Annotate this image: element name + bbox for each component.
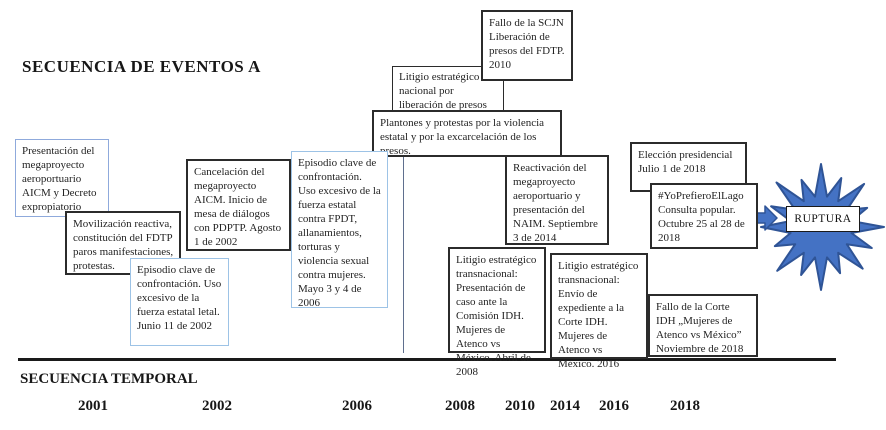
timeline-axis xyxy=(18,358,836,361)
event-box-litigio-corteidh-2016: Litigio estratégico transnacional: Envío… xyxy=(550,253,648,370)
event-box-cancelacion-aicm: Cancelación del megaproyecto AICM. Inici… xyxy=(186,159,291,251)
event-box-presentacion-megaproyecto: Presentación del megaproyecto aeroportua… xyxy=(15,139,109,217)
page-title: SECUENCIA DE EVENTOS A xyxy=(22,57,261,76)
event-box-reactivacion-naim-2014: Reactivación del megaproyecto aeroportua… xyxy=(505,155,609,245)
connector-line-vertical xyxy=(403,157,404,353)
event-box-movilizacion-reactiva: Movilización reactiva, constitución del … xyxy=(65,211,181,275)
event-box-fallo-corteidh-2018: Fallo de la Corte IDH „Mujeres de Atenco… xyxy=(648,294,758,357)
year-label-2016: 2016 xyxy=(599,398,629,414)
year-label-2018: 2018 xyxy=(670,398,700,414)
year-label-2002: 2002 xyxy=(202,398,232,414)
event-box-consulta-popular-2018: #YoPrefieroElLago Consulta popular. Octu… xyxy=(650,183,758,249)
timeline-title: SECUENCIA TEMPORAL xyxy=(20,371,198,387)
rupture-label: RUPTURA xyxy=(786,206,860,232)
event-box-litigio-cidh-2008: Litigio estratégico transnacional: Prese… xyxy=(448,247,546,378)
event-box-plantones-protestas: Plantones y protestas por la violencia e… xyxy=(372,110,562,157)
event-box-episodio-junio-2002: Episodio clave de confrontación. Uso exc… xyxy=(130,258,229,346)
year-label-2006: 2006 xyxy=(342,398,372,414)
year-label-2014: 2014 xyxy=(550,398,580,414)
year-label-2001: 2001 xyxy=(78,398,108,414)
year-label-2010: 2010 xyxy=(505,398,535,414)
event-box-episodio-mayo-2006: Episodio clave de confrontación. Uso exc… xyxy=(291,151,388,309)
event-box-fallo-scjn-2010: Fallo de la SCJN Liberación de presos de… xyxy=(481,10,573,81)
year-label-2008: 2008 xyxy=(445,398,475,414)
